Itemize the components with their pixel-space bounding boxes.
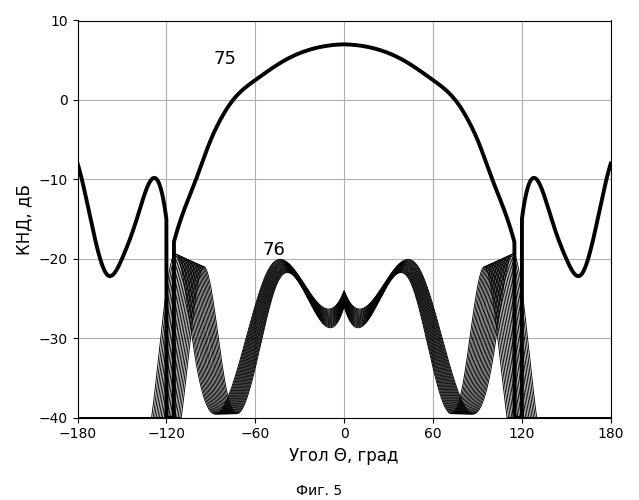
Y-axis label: КНД, дБ: КНД, дБ (15, 184, 33, 254)
Text: 75: 75 (214, 50, 237, 68)
Text: 76: 76 (263, 241, 286, 259)
Text: Фиг. 5: Фиг. 5 (296, 484, 343, 498)
X-axis label: Угол Θ, град: Угол Θ, град (289, 447, 399, 465)
